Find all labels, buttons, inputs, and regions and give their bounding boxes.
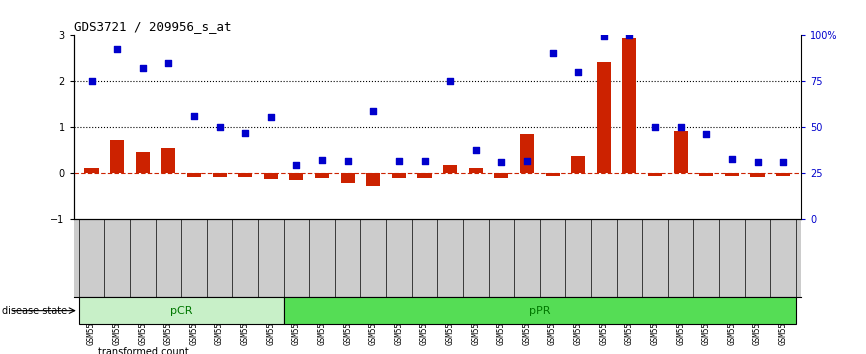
Text: pPR: pPR <box>529 306 551 316</box>
Point <box>417 158 431 164</box>
Bar <box>494 173 508 178</box>
Point <box>238 130 252 136</box>
Text: transformed count: transformed count <box>98 347 189 354</box>
Point <box>136 65 150 70</box>
Bar <box>520 134 534 173</box>
Point <box>443 79 457 84</box>
Bar <box>315 173 329 178</box>
Point <box>392 158 406 164</box>
Bar <box>443 165 457 173</box>
Bar <box>161 148 176 173</box>
Bar <box>674 131 688 173</box>
Point <box>213 125 227 130</box>
Bar <box>648 173 662 176</box>
Bar <box>623 38 637 173</box>
Bar <box>284 297 796 324</box>
Point <box>623 33 637 38</box>
Bar <box>776 173 790 176</box>
Bar <box>469 168 483 173</box>
Bar <box>289 173 303 180</box>
Point <box>648 125 662 130</box>
Bar <box>751 173 765 177</box>
Point <box>751 159 765 165</box>
Bar <box>85 168 99 173</box>
Bar <box>110 140 124 173</box>
Point <box>520 158 534 164</box>
Point <box>315 157 329 162</box>
Text: GDS3721 / 209956_s_at: GDS3721 / 209956_s_at <box>74 20 231 33</box>
Bar <box>79 297 284 324</box>
Point <box>161 60 175 66</box>
Point <box>546 50 559 56</box>
Bar <box>391 173 406 178</box>
Bar <box>340 173 355 183</box>
Bar <box>699 173 714 176</box>
Point <box>187 113 201 119</box>
Point <box>340 158 354 164</box>
Bar <box>597 62 611 173</box>
Point <box>264 114 278 120</box>
Point <box>700 131 714 137</box>
Text: disease state: disease state <box>2 306 67 316</box>
Point <box>85 79 99 84</box>
Bar <box>366 173 380 186</box>
Point <box>289 162 303 168</box>
Bar <box>417 173 431 178</box>
Text: pCR: pCR <box>170 306 192 316</box>
Bar <box>572 156 585 173</box>
Point <box>469 148 482 153</box>
Bar <box>264 173 278 179</box>
Point <box>572 69 585 75</box>
Bar <box>212 173 227 177</box>
Point <box>725 156 739 161</box>
Point <box>366 108 380 114</box>
Bar <box>187 173 201 177</box>
Bar <box>725 173 739 176</box>
Point <box>597 34 611 39</box>
Bar <box>546 173 559 176</box>
Point <box>110 46 124 52</box>
Point <box>674 125 688 130</box>
Point <box>776 159 790 165</box>
Bar <box>136 152 150 173</box>
Bar <box>238 173 252 177</box>
Point <box>494 159 508 165</box>
